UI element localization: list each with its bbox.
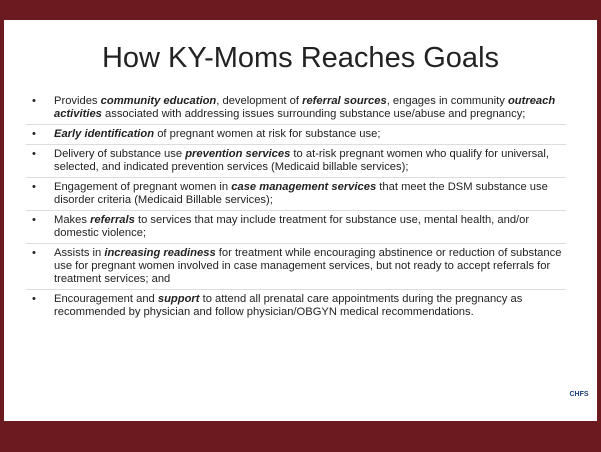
emphasis-text: referrals (90, 214, 135, 226)
bullet-text: Encouragement and (54, 293, 158, 305)
bullet-text: to attend all prenatal care appointments… (54, 293, 523, 318)
emphasis-text: outreach activities (54, 95, 556, 120)
emphasis-text: case management services (231, 181, 377, 193)
emphasis-text: prevention services (185, 148, 291, 160)
bullet-text: Assists in (54, 247, 105, 259)
bullet-text: to services that may include treatment f… (54, 214, 530, 239)
bullet-text: Makes (54, 214, 91, 226)
emphasis-text: increasing readiness (104, 247, 216, 259)
slide-content: How KY-Moms Reaches Goals Provides commu… (4, 20, 597, 421)
bullet-text: associated with addressing issues surrou… (101, 108, 526, 120)
logo: CHFS (569, 391, 589, 398)
bullet-text: , development of (216, 95, 303, 107)
bullet-text: to at-risk pregnant women who qualify fo… (54, 148, 549, 173)
bottom-band (0, 421, 601, 452)
bullet: Encouragement and support to attend all … (26, 292, 566, 322)
bullet-text: that meet the DSM substance use disorder… (54, 181, 548, 206)
emphasis-text: support (157, 293, 200, 305)
bullet: Early identification of pregnant women a… (26, 127, 566, 145)
bullet: Delivery of substance use prevention ser… (26, 147, 566, 178)
bullet-text: of pregnant women at risk for substance … (154, 128, 381, 140)
emphasis-text: referral sources (302, 95, 387, 107)
bullet: Engagement of pregnant women in case man… (26, 180, 566, 211)
bullet-text: Provides (54, 95, 101, 107)
bullet-text: Engagement of pregnant women in (54, 181, 232, 193)
bullet-text: , engages in community (386, 95, 508, 107)
bullet: Assists in increasing readiness for trea… (26, 246, 566, 290)
bullet-text: for treatment while encouraging abstinen… (54, 247, 562, 285)
emphasis-text: community education (100, 95, 217, 107)
bullet: Provides community education, developmen… (26, 94, 566, 125)
bullet-list: Provides community education, developmen… (26, 94, 566, 324)
emphasis-text: Early identification (54, 128, 155, 140)
slide-title: How KY-Moms Reaches Goals (101, 42, 500, 74)
bullet: Makes referrals to services that may inc… (26, 213, 566, 244)
bullet-text: Delivery of substance use (54, 148, 186, 160)
